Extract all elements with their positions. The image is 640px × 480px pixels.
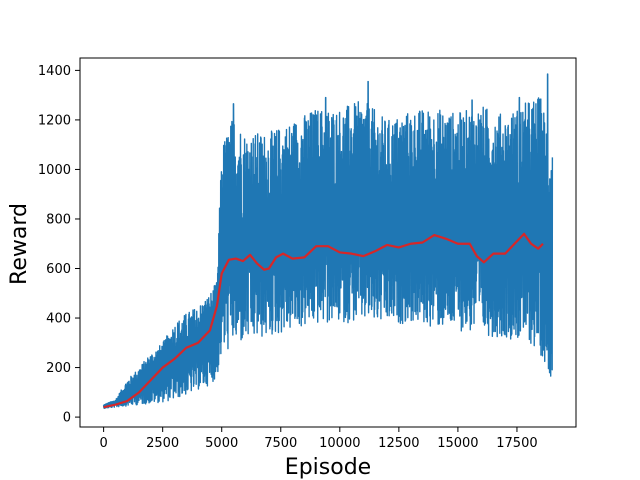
x-tick-label: 7500 [264,436,297,451]
x-tick-label: 5000 [205,436,238,451]
y-tick-label: 800 [46,212,71,227]
y-axis-label: Reward [7,203,32,285]
x-axis-label: Episode [285,455,371,480]
y-tick-label: 1000 [38,163,71,178]
x-tick-label: 15000 [437,436,478,451]
x-tick-label: 12500 [378,436,419,451]
x-tick-label: 2500 [146,436,179,451]
y-tick-label: 200 [46,361,71,376]
raw-reward-series [102,73,554,410]
x-tick-label: 10000 [319,436,360,451]
x-axis-ticks: 0 2500 5000 7500 10000 12500 15000 17500 [99,427,538,451]
y-tick-label: 400 [46,312,71,327]
x-tick-label: 0 [99,436,107,451]
y-axis-ticks: 0 200 400 600 800 1000 1200 1400 [38,64,80,426]
y-tick-label: 1200 [38,113,71,128]
x-tick-label: 17500 [496,436,537,451]
y-tick-label: 1400 [38,64,71,79]
moving-average-series [103,232,544,409]
y-tick-label: 0 [63,411,71,426]
raw-reward-line [102,73,554,410]
y-tick-label: 600 [46,262,71,277]
plot-frame [79,57,577,428]
moving-average-line [103,232,544,409]
